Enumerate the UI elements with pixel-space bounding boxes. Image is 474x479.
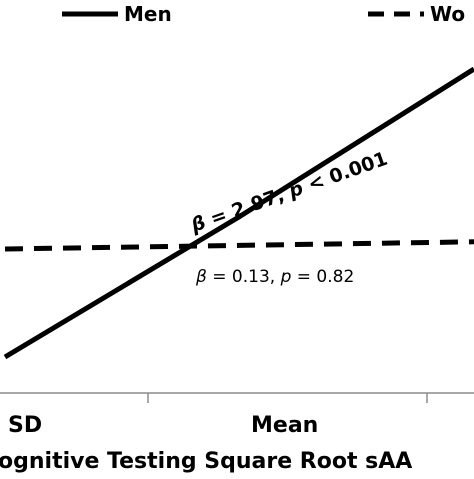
annotation-women-p: p (280, 267, 292, 287)
annotations: β = 2.97, p < 0.001 β = 0.13, p = 0.82 (187, 148, 390, 287)
series-line-men (3, 66, 474, 360)
legend: Men Wo (62, 2, 465, 26)
x-axis: SD Mean ognitive Testing Square Root sAA (0, 392, 474, 474)
annotation-men-p-value: < 0.001 (299, 148, 391, 198)
series-line-women (4, 239, 474, 252)
x-axis-label: ognitive Testing Square Root sAA (0, 449, 412, 474)
x-tick-label-mean: Mean (251, 413, 318, 438)
x-tick-label-sd: SD (8, 413, 42, 438)
annotation-men: β = 2.97, p < 0.001 (187, 148, 390, 237)
legend-label-women: Wo (430, 2, 465, 26)
annotation-men-beta-value: = 2.97, (201, 182, 293, 232)
series-group (3, 66, 474, 360)
annotation-women-beta: β (195, 267, 207, 287)
annotation-women-beta-value: = 0.13, (207, 267, 281, 287)
annotation-men-beta: β (187, 211, 208, 237)
annotation-women-p-value: = 0.82 (291, 267, 354, 287)
annotation-women: β = 0.13, p = 0.82 (195, 267, 354, 287)
annotation-men-p: p (285, 177, 306, 203)
legend-label-men: Men (124, 2, 172, 26)
